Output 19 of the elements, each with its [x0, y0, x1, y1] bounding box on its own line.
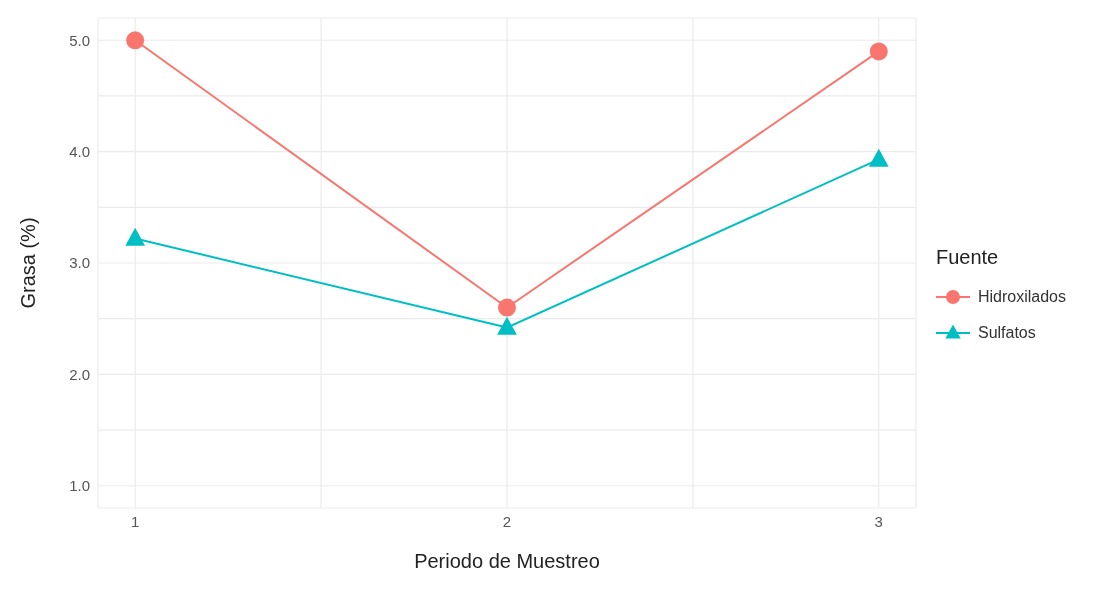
- point: [497, 316, 517, 335]
- legend-title: Fuente: [935, 245, 1000, 269]
- y-tick-label: 1.0: [69, 477, 90, 495]
- y-tick-label: 3.0: [69, 254, 90, 272]
- x-tick-label: 1: [131, 512, 140, 530]
- y-axis-title: Grasa (%): [17, 217, 40, 309]
- x-tick-label: 3: [874, 512, 883, 530]
- y-tick-label: 5.0: [69, 31, 90, 49]
- legend-label: Hidroxilados: [977, 287, 1066, 306]
- point: [869, 42, 888, 61]
- point: [126, 31, 145, 50]
- y-tick-label: 4.0: [69, 142, 90, 160]
- point: [497, 298, 516, 317]
- legend-label: Sulfatos: [977, 323, 1036, 342]
- point: [125, 227, 146, 246]
- x-axis-title: Periodo de Muestreo: [414, 550, 600, 572]
- point: [868, 148, 889, 167]
- x-tick-label: 2: [502, 512, 512, 530]
- y-tick-label: 2.0: [69, 365, 90, 383]
